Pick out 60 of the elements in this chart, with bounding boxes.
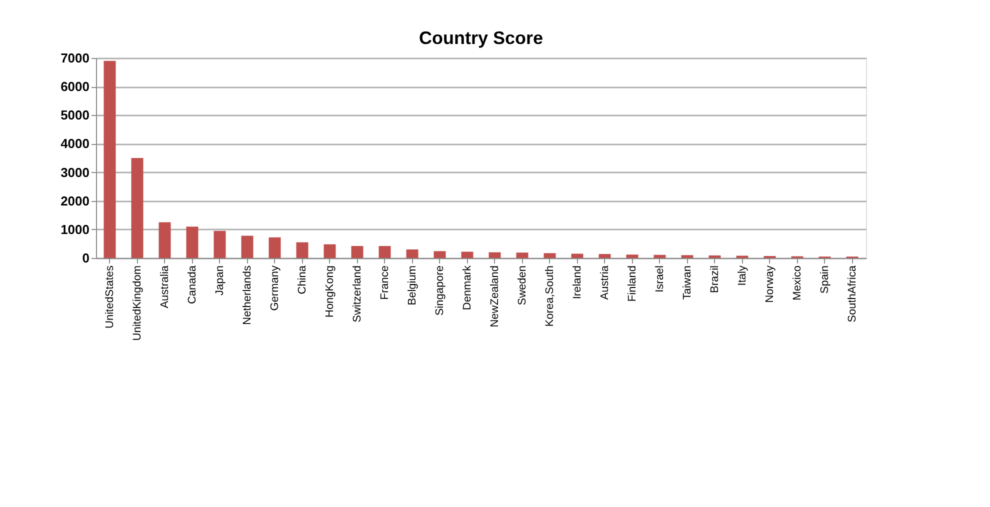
x-tick-label: Belgium [406, 266, 418, 306]
x-tick-label: Switzerland [351, 266, 364, 322]
x-tick-label: Australia [158, 264, 171, 308]
x-tick-label: Netherlands [241, 265, 254, 325]
x-tick-label: Brazil [708, 266, 721, 294]
bar [516, 252, 528, 258]
x-tick-label: SouthAfrica [846, 264, 858, 322]
bar [708, 255, 721, 258]
x-tick-label: Singapore [434, 266, 446, 316]
x-tick-label: UnitedStates [104, 265, 116, 328]
bar [158, 222, 171, 258]
bar [461, 252, 474, 258]
x-tick-label: France [378, 266, 391, 300]
bar [378, 246, 391, 258]
bar [268, 237, 281, 258]
bar [324, 244, 336, 258]
y-tick-label: 2000 [60, 193, 90, 208]
x-tick-label: Austria [598, 264, 611, 300]
x-tick-label: China [296, 264, 308, 294]
bar [626, 254, 638, 258]
y-tick-label: 0 [82, 250, 90, 266]
x-tick-label: UnitedKingdom [131, 266, 144, 341]
x-tick-label: NewZealand [488, 266, 501, 328]
x-tick-label: Israel [654, 266, 666, 292]
bar [406, 249, 418, 258]
x-tick-label: Denmark [461, 265, 474, 310]
x-tick-label: Japan [214, 266, 226, 296]
x-tick-label: Norway [764, 265, 776, 303]
x-tick-label: Canada [186, 264, 198, 304]
y-tick-label: 3000 [60, 164, 90, 180]
bar [654, 254, 666, 258]
bar [241, 236, 254, 258]
x-tick-label: Korea,South [544, 266, 556, 327]
y-tick-label: 4000 [60, 136, 90, 152]
x-tick-label: Spain [818, 266, 831, 294]
x-tick-label: HongKong [324, 266, 336, 318]
bar [571, 254, 584, 258]
x-tick-label: Sweden [516, 266, 528, 306]
x-tick-label: Taiwan [681, 266, 694, 300]
x-tick-label: Ireland [571, 266, 584, 300]
bar [598, 254, 611, 258]
bar [351, 246, 364, 258]
bar [434, 251, 446, 258]
bar [214, 230, 226, 258]
x-tick-label: Germany [268, 265, 281, 311]
x-tick-label: Mexico [791, 266, 804, 300]
y-tick-label: 5000 [60, 108, 90, 123]
bar [488, 252, 501, 258]
bar [681, 255, 694, 258]
bar [131, 158, 144, 258]
bar [186, 226, 198, 258]
y-tick-label: 1000 [60, 222, 90, 237]
bar [296, 242, 308, 258]
y-tick-label: 6000 [60, 79, 90, 94]
bar [544, 253, 556, 258]
x-tick-label: Finland [626, 266, 638, 302]
x-tick-label: Italy [736, 265, 748, 286]
bar [104, 60, 116, 258]
y-tick-label: 7000 [60, 50, 90, 66]
chart-title: Country Score [418, 28, 544, 48]
